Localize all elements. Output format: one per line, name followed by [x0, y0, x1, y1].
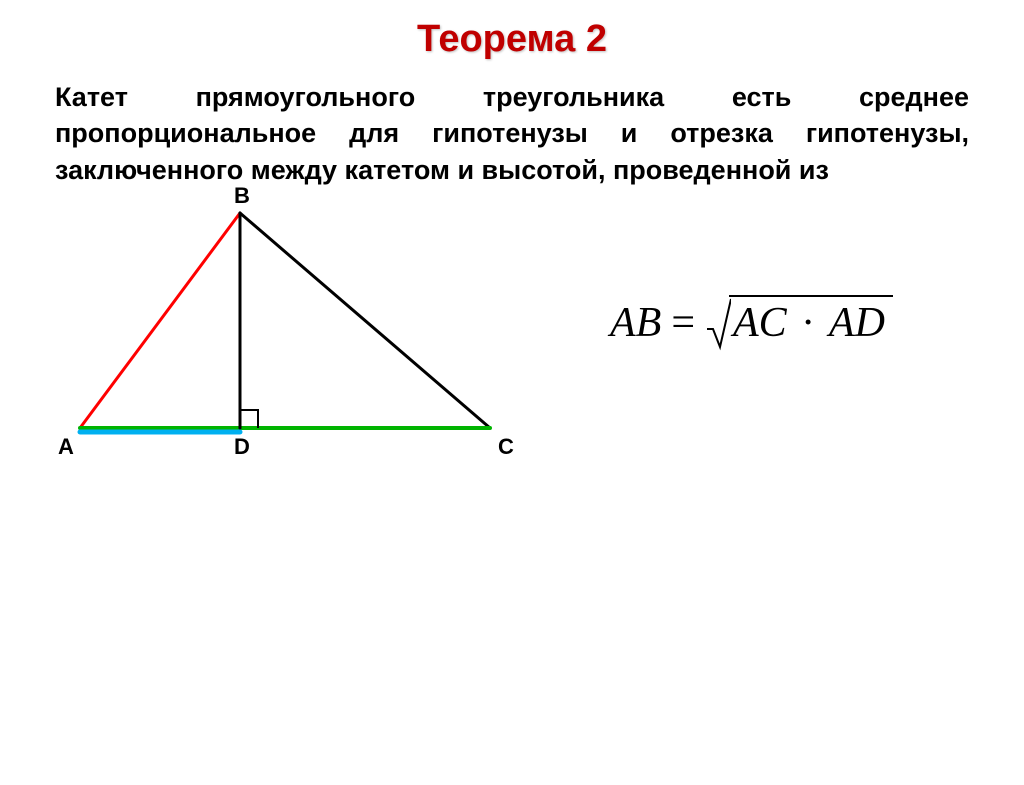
radicand-dot: ·: [801, 300, 815, 346]
radicand-left: AC: [733, 300, 787, 346]
page-title: Теорема 2: [0, 18, 1024, 61]
formula-lhs: AB: [610, 299, 661, 347]
svg-text:D: D: [234, 434, 250, 459]
svg-text:B: B: [234, 183, 250, 208]
formula-eq: =: [671, 299, 695, 347]
theorem-text: Катет прямоугольного треугольника есть с…: [55, 79, 969, 188]
triangle-diagram: A B C D: [40, 183, 530, 478]
radical-icon: [705, 295, 731, 351]
svg-text:A: A: [58, 434, 74, 459]
formula-radicand: AC · AD: [729, 295, 893, 347]
formula-sqrt: AC · AD: [705, 295, 893, 351]
radicand-right: AD: [829, 300, 885, 346]
content-row: AB C D AB = AC · AD: [0, 188, 1024, 478]
svg-text:C: C: [498, 434, 514, 459]
formula: AB = AC · AD: [610, 295, 893, 351]
